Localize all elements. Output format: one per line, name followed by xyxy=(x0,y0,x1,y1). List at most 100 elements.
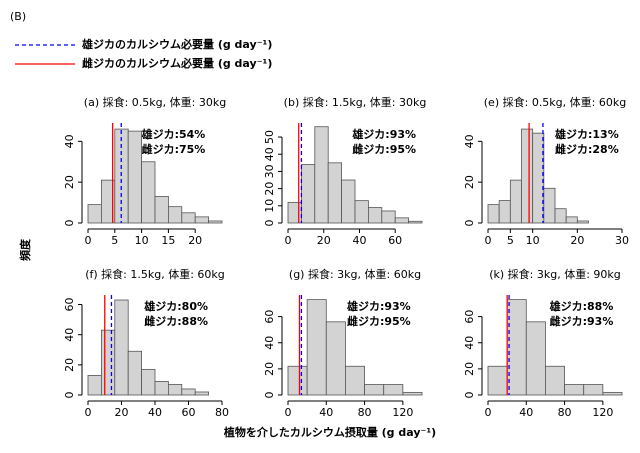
y-tick-label: 20 xyxy=(63,175,76,189)
x-tick-label: 60 xyxy=(182,406,196,419)
x-tick-label: 0 xyxy=(85,406,92,419)
annotation: 雌ジカ:88% xyxy=(144,314,208,328)
annotation: 雄ジカ:80% xyxy=(143,299,208,313)
bar xyxy=(532,132,545,224)
bar xyxy=(194,216,209,224)
bar xyxy=(127,350,142,396)
bar xyxy=(300,164,316,224)
x-tick-label: 120 xyxy=(592,406,613,419)
y-tick-label: 20 xyxy=(463,362,476,376)
bar xyxy=(602,391,623,396)
bar xyxy=(545,365,565,396)
x-tick-label: 40 xyxy=(148,406,162,419)
bar xyxy=(354,200,369,224)
x-tick-label: 0 xyxy=(485,406,492,419)
bar xyxy=(167,206,183,224)
y-axis-label: 頻度 xyxy=(18,238,32,261)
x-tick-label: 0 xyxy=(285,406,292,419)
bar xyxy=(127,130,142,224)
bar xyxy=(306,299,327,396)
y-tick-label: 0 xyxy=(63,220,76,227)
bar xyxy=(87,374,102,396)
x-tick-label: 10 xyxy=(135,234,149,247)
bar xyxy=(408,220,423,224)
y-tick-label: 60 xyxy=(263,310,276,324)
x-tick-label: 15 xyxy=(161,234,175,247)
bar xyxy=(487,365,508,396)
bar xyxy=(154,381,169,396)
bar xyxy=(287,201,302,224)
bar xyxy=(345,365,365,396)
y-tick-label: 50 xyxy=(263,130,276,144)
bar xyxy=(564,384,585,396)
y-tick-label: 20 xyxy=(263,182,276,196)
bar xyxy=(525,321,546,396)
x-tick-label: 80 xyxy=(215,406,229,419)
bar xyxy=(543,187,556,224)
x-tick-label: 40 xyxy=(319,406,333,419)
y-tick-label: 60 xyxy=(463,310,476,324)
x-tick-label: 40 xyxy=(352,234,366,247)
y-tick-label: 0 xyxy=(63,392,76,399)
annotation: 雄ジカ:93% xyxy=(346,299,411,313)
y-tick-label: 20 xyxy=(463,175,476,189)
annotation: 雄ジカ:13% xyxy=(554,127,619,141)
figure-label: (B) xyxy=(10,10,26,23)
bar xyxy=(565,216,578,224)
annotation: 雌ジカ:93% xyxy=(550,314,614,328)
bar xyxy=(506,299,527,396)
bar xyxy=(402,391,423,396)
y-tick-label: 0 xyxy=(463,392,476,399)
panel-title: (e) 採食: 0.5kg, 体重: 60kg xyxy=(484,95,626,109)
bar xyxy=(383,384,404,396)
bar xyxy=(554,208,567,224)
y-tick-label: 40 xyxy=(263,147,276,161)
bar xyxy=(583,384,604,396)
bar xyxy=(87,204,102,224)
bar xyxy=(487,204,500,224)
x-tick-label: 5 xyxy=(507,234,514,247)
y-tick-label: 60 xyxy=(63,298,76,312)
y-tick-label: 40 xyxy=(463,134,476,148)
bar xyxy=(154,196,169,224)
x-tick-label: 60 xyxy=(388,234,402,247)
y-tick-label: 0 xyxy=(263,220,276,227)
panel-title: (f) 採食: 1.5kg, 体重: 60kg xyxy=(85,267,225,281)
y-tick-label: 0 xyxy=(263,392,276,399)
bar xyxy=(509,179,522,224)
x-tick-label: 5 xyxy=(111,234,118,247)
bar xyxy=(364,384,385,396)
bar xyxy=(367,207,383,224)
y-tick-label: 20 xyxy=(263,362,276,376)
x-tick-label: 0 xyxy=(285,234,292,247)
panel-title: (k) 採食: 3kg, 体重: 90kg xyxy=(489,267,621,281)
x-tick-label: 0 xyxy=(485,234,492,247)
y-tick-label: 30 xyxy=(263,164,276,178)
x-tick-label: 0 xyxy=(85,234,92,247)
bar xyxy=(498,200,511,224)
bar xyxy=(327,162,343,224)
bar xyxy=(325,321,346,396)
x-tick-label: 80 xyxy=(558,406,572,419)
y-tick-label: 0 xyxy=(463,220,476,227)
legend-label: 雌ジカのカルシウム必要量 (g day⁻¹) xyxy=(82,56,272,70)
bar xyxy=(381,210,396,224)
bar xyxy=(181,212,196,224)
annotation: 雄ジカ:93% xyxy=(351,127,416,141)
y-tick-label: 40 xyxy=(263,336,276,350)
bar xyxy=(208,220,223,224)
bar xyxy=(521,128,534,224)
y-tick-label: 40 xyxy=(463,336,476,350)
bar xyxy=(141,368,156,396)
bar xyxy=(181,388,196,396)
x-tick-label: 20 xyxy=(317,234,331,247)
x-tick-label: 20 xyxy=(188,234,202,247)
y-tick-label: 10 xyxy=(263,199,276,213)
annotation: 雌ジカ:28% xyxy=(555,142,619,156)
y-tick-label: 40 xyxy=(63,134,76,148)
bar xyxy=(114,299,129,396)
panel-title: (a) 採食: 0.5kg, 体重: 30kg xyxy=(84,95,226,109)
annotation: 雄ジカ:54% xyxy=(141,127,206,141)
bar xyxy=(394,217,410,224)
